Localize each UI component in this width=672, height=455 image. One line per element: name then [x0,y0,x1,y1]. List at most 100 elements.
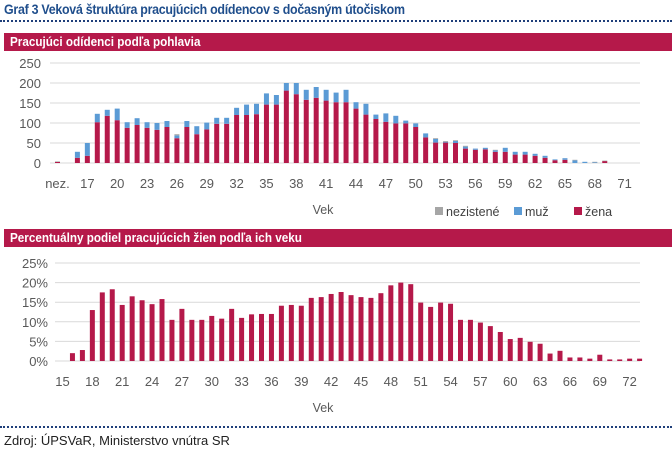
bar-ena-65 [557,350,563,361]
bar-mu-43 [343,89,349,103]
x-tick-label: 27 [175,374,189,389]
bar-ena-70 [607,359,613,361]
bar-ena-60 [512,154,518,163]
chart1-header: Pracujúci odídenci podľa pohlavia [4,33,672,51]
x-tick-label: 35 [259,176,273,191]
x-tick-label: 47 [379,176,393,191]
y-tick-label: 0 [34,156,41,171]
x-tick-label: 48 [384,374,398,389]
bar-mu-67 [582,161,588,163]
chart1-gender-bar-chart: 0 50 100 150 200 250 nez. 17 20 23 26 29 32 35 38 41 44 4… [19,56,640,219]
bar-ena-28 [194,134,200,163]
bar-ena-52 [428,306,434,361]
legend-label: muž [525,205,549,219]
x-tick-label: 21 [115,374,129,389]
chart2-women-share-bar-chart: 0% 5% 10% 15% 20% 25% 15 18 21 24 27 30 33 36 39 42 45 48… [22,256,643,415]
bar-ena-17 [84,155,90,163]
bar-mu-59 [502,147,508,152]
x-tick-label: 63 [533,374,547,389]
bar-ena-54 [448,303,454,361]
bar-ena-nez [55,161,60,163]
bar-ena-34 [254,114,259,163]
bar-mu-21 [124,122,130,128]
x-tick-label: 41 [319,176,333,191]
bar-nezisten-55 [462,145,468,147]
bar-nezisten-52 [433,138,439,139]
bar-ena-30 [209,315,215,361]
bar-ena-24 [154,129,160,163]
y-tick-label: 15% [22,295,48,310]
bar-mu-31 [224,117,230,124]
bar-mu-55 [462,146,468,149]
chart2-header: Percentuálny podiel pracujúcich žien pod… [4,229,672,247]
bar-mu-41 [323,89,329,101]
x-tick-label: 72 [622,374,636,389]
bar-ena-64 [547,353,553,361]
bar-ena-43 [338,292,344,361]
bar-nezisten-54 [453,140,458,141]
bar-mu-24 [154,123,160,130]
legend-label: žena [585,205,612,219]
bar-mu-46 [373,114,379,119]
bar-ena-40 [313,97,319,163]
bar-ena-62 [532,155,538,163]
bar-mu-51 [423,133,429,138]
bar-ena-25 [159,299,165,361]
x-tick-label: 69 [593,374,607,389]
bar-ena-59 [502,151,508,163]
bar-ena-32 [229,308,235,361]
bar-mu-23 [144,122,150,128]
bar-nezisten-58 [492,149,498,151]
bar-ena-26 [169,319,175,361]
y-tick-label: 20% [22,276,48,291]
x-tick-label: 60 [503,374,517,389]
bar-ena-20 [114,120,120,163]
bar-ena-47 [383,121,389,163]
bar-mu-48 [393,115,399,124]
x-tick-label: 29 [200,176,214,191]
bar-ena-57 [477,322,483,361]
bar-mu-53 [443,141,449,143]
bar-ena-56 [467,319,473,361]
x-tick-label: 23 [140,176,154,191]
bar-ena-23 [139,300,145,361]
bar-ena-63 [537,343,543,361]
figure-title: Graf 3 Veková štruktúra pracujúcich odíd… [4,2,405,17]
x-tick-label: 44 [349,176,363,191]
bar-ena-39 [303,99,309,163]
bar-ena-52 [433,142,439,163]
bar-ena-56 [472,149,478,163]
bar-ena-30 [214,123,220,163]
x-tick-label: 56 [468,176,482,191]
bar-mu-62 [532,153,538,156]
bar-ena-28 [189,319,195,361]
bar-ena-51 [418,302,424,361]
x-tick-label: 26 [170,176,184,191]
bar-ena-19 [99,292,105,361]
chart2-title: Percentuálny podiel pracujúcich žien pod… [10,230,302,245]
bar-ena-63 [542,157,548,163]
bar-ena-21 [119,304,125,361]
y-tick-label: 100 [19,116,41,131]
bar-ena-51 [423,137,429,163]
bar-mu-65 [562,158,568,160]
y-tick-label: 50 [27,136,41,151]
chart1-title: Pracujúci odídenci podľa pohlavia [10,34,201,49]
x-tick-label: 15 [55,374,69,389]
bar-ena-55 [462,148,468,163]
x-tick-label: 66 [563,374,577,389]
bar-ena-58 [487,326,493,361]
bar-mu-56 [472,148,478,150]
bar-mu-52 [433,139,439,143]
bar-ena-34 [249,314,255,361]
x-tick-label: 50 [408,176,422,191]
bar-ena-54 [453,143,458,163]
x-tick-label: 18 [85,374,99,389]
bar-ena-22 [129,296,135,361]
bar-nezisten-66 [572,159,578,161]
x-tick-label: 59 [498,176,512,191]
bar-ena-45 [358,297,364,361]
bar-mu-34 [254,103,259,115]
bar-ena-50 [408,284,414,361]
bar-mu-33 [244,104,250,115]
